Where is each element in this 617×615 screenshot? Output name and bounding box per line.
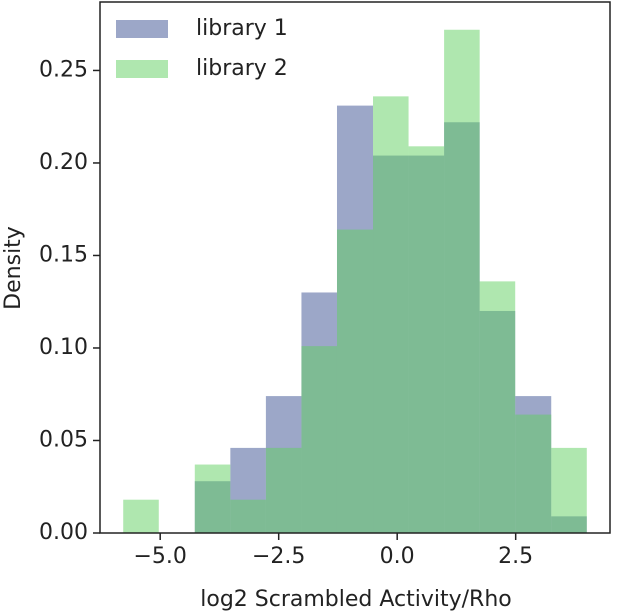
y-axis-label: Density — [1, 226, 26, 310]
bar — [408, 146, 445, 533]
legend-label: library 1 — [196, 16, 288, 41]
y-tick-label: 0.25 — [39, 57, 88, 82]
bar — [265, 447, 302, 533]
y-tick-label: 0.05 — [39, 427, 88, 452]
x-tick-label: 2.5 — [498, 544, 533, 569]
bar — [123, 499, 159, 533]
bar — [194, 464, 231, 533]
x-tick-label: −2.5 — [252, 544, 305, 569]
plot-frame — [99, 1, 611, 534]
y-tick-label: 0.20 — [39, 150, 88, 175]
y-tick-label: 0.15 — [39, 242, 88, 267]
legend-label: library 2 — [196, 56, 288, 81]
bar — [551, 447, 587, 533]
y-tick-label: 0.00 — [39, 520, 88, 545]
bar — [515, 414, 552, 533]
bar — [444, 29, 480, 533]
x-axis-label: log2 Scrambled Activity/Rho — [200, 587, 512, 612]
bar — [479, 281, 516, 533]
bar — [301, 346, 337, 533]
bar — [336, 229, 374, 534]
y-tick-label: 0.10 — [39, 335, 88, 360]
bar — [230, 499, 266, 533]
x-tick-label: 0.0 — [380, 544, 415, 569]
legend-swatch — [116, 20, 168, 38]
bar — [373, 96, 409, 533]
legend-swatch — [116, 60, 168, 78]
x-tick-label: −5.0 — [133, 544, 186, 569]
